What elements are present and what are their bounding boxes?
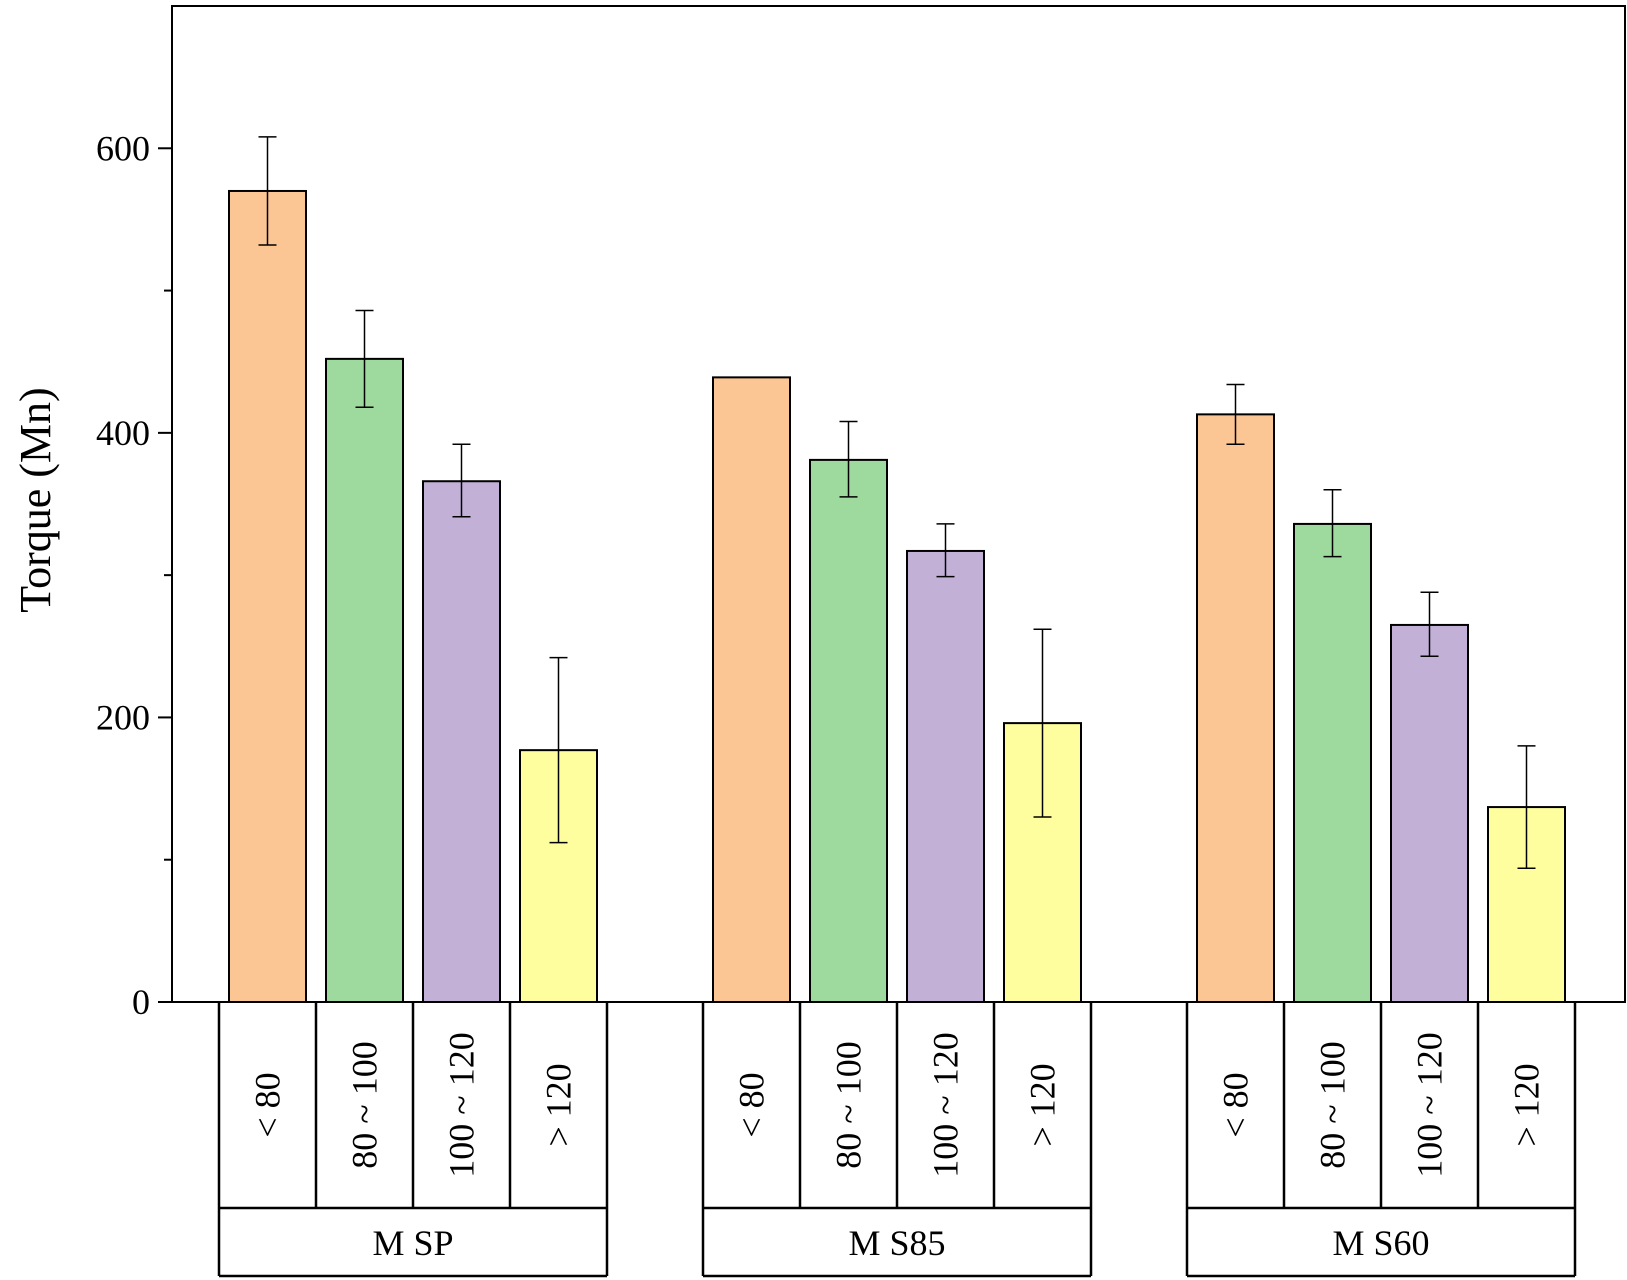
category-table: < 80 80 ~ 100 100 ~ 120 > 120 M SP < 80 80 ~ 1… [217, 1002, 1577, 1278]
category-label: < 80 [248, 1072, 288, 1137]
bar [228, 189, 307, 1003]
category-label: 100 ~ 120 [926, 1032, 966, 1177]
bar [422, 480, 501, 1003]
bars [228, 189, 1566, 1004]
bar [1293, 522, 1372, 1003]
y-axis-title: Torque (Mn) [11, 387, 60, 612]
category-label: < 80 [732, 1072, 772, 1137]
plot-border [171, 5, 1626, 1003]
y-tick-label: 600 [96, 128, 150, 168]
bar [712, 376, 791, 1003]
category-label: 80 ~ 100 [1313, 1041, 1353, 1168]
error-bars [258, 136, 1536, 870]
category-label: > 120 [1023, 1063, 1063, 1146]
category-label: 80 ~ 100 [345, 1041, 385, 1168]
group-label: M SP [372, 1223, 453, 1263]
bar [906, 549, 985, 1003]
category-label: > 120 [539, 1063, 579, 1146]
bar [809, 458, 888, 1003]
bar [325, 357, 404, 1003]
bar [1196, 413, 1275, 1003]
y-tick-label: 0 [132, 982, 150, 1022]
category-label: 80 ~ 100 [829, 1041, 869, 1168]
y-axis: 0 200 400 600 [96, 128, 172, 1022]
category-label: > 120 [1507, 1063, 1547, 1146]
bar [1390, 623, 1469, 1003]
plot-frame [171, 5, 1626, 1003]
category-label: < 80 [1216, 1072, 1256, 1137]
group-label: M S60 [1332, 1223, 1429, 1263]
group-label: M S85 [848, 1223, 945, 1263]
y-tick-label: 200 [96, 697, 150, 737]
category-label: 100 ~ 120 [1410, 1032, 1450, 1177]
category-label: 100 ~ 120 [442, 1032, 482, 1177]
y-tick-label: 400 [96, 413, 150, 453]
